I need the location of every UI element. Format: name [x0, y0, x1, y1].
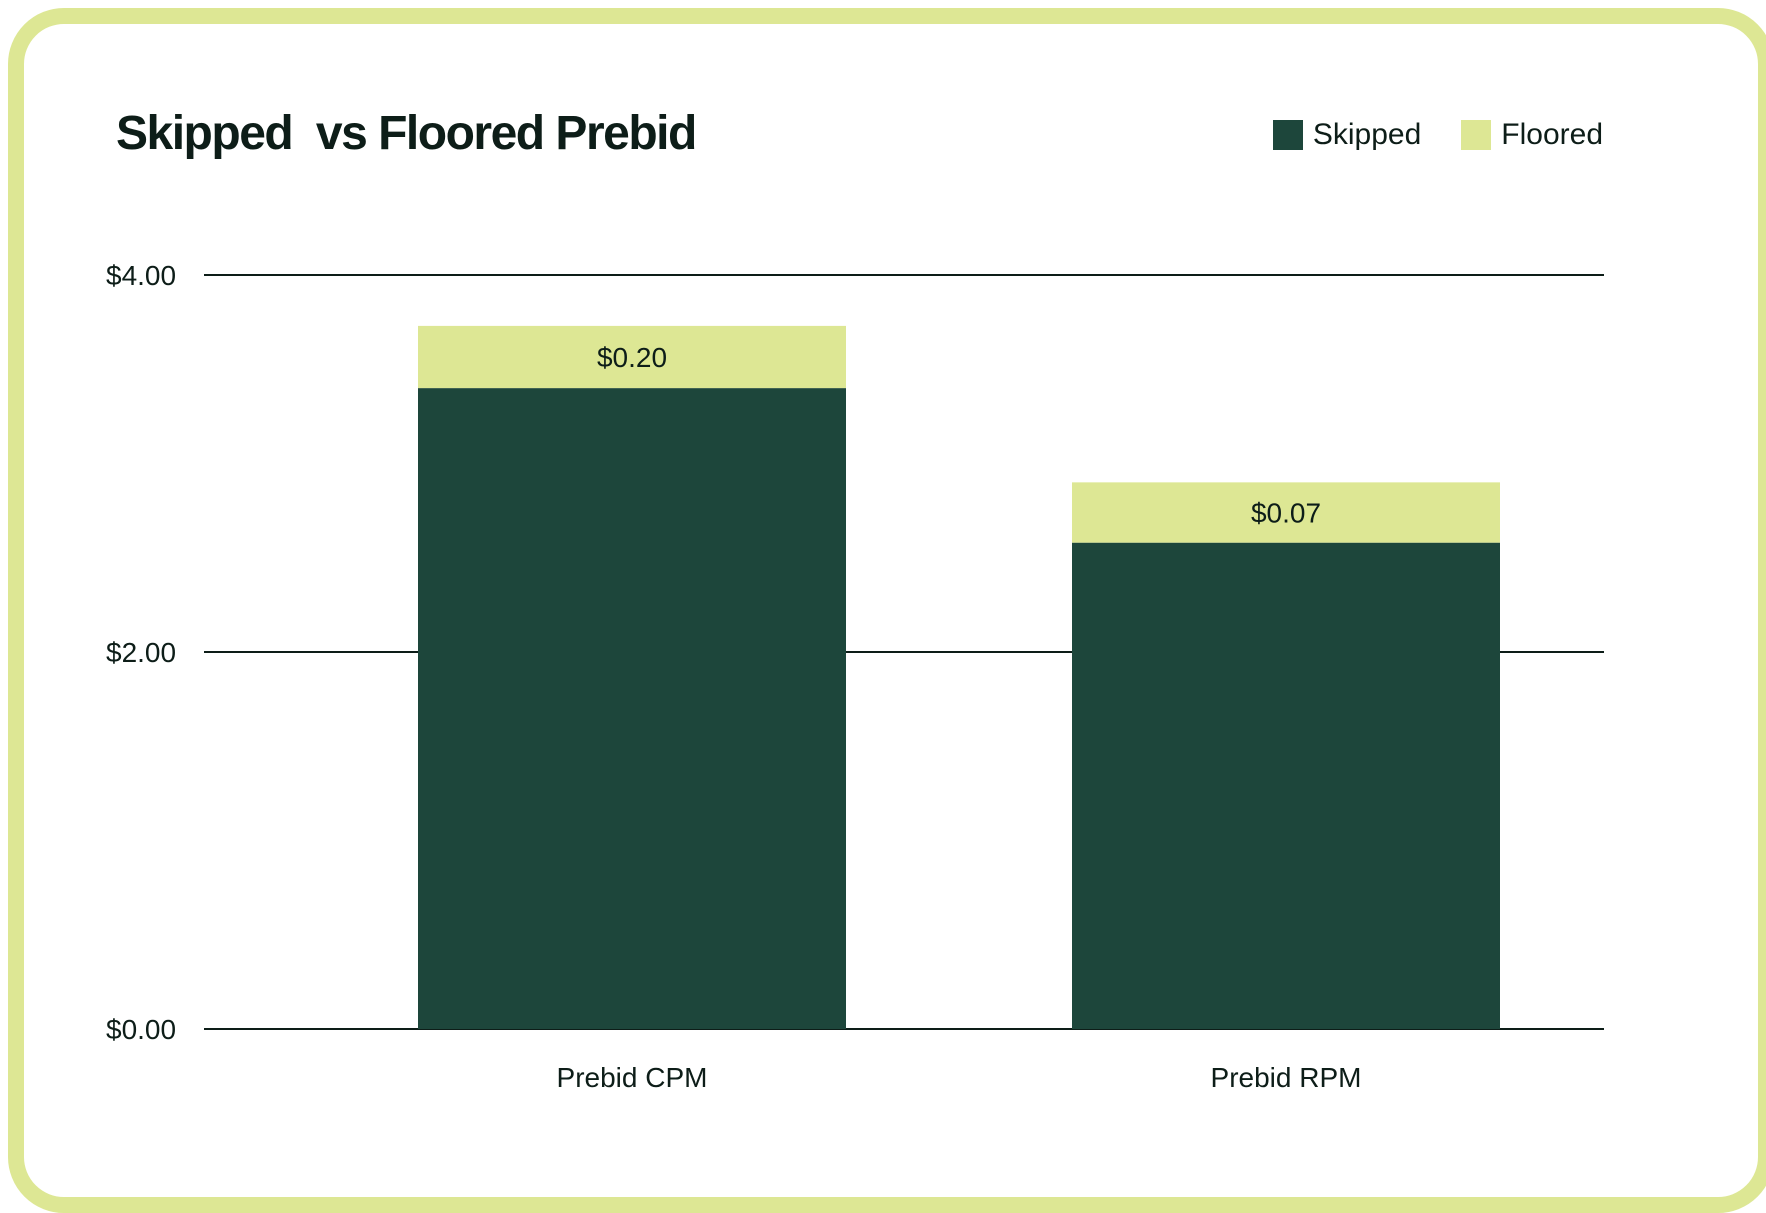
- data-label: $0.07: [1251, 498, 1321, 529]
- bar-skipped-0: [418, 388, 846, 1030]
- y-tick-label: $2.00: [106, 637, 176, 668]
- bar-skipped-1: [1072, 542, 1500, 1029]
- legend-swatch-floored: [1461, 120, 1492, 150]
- legend-swatch-skipped: [1272, 120, 1303, 150]
- x-tick-label: Prebid RPM: [1211, 1062, 1362, 1093]
- y-tick-label: $0.00: [106, 1014, 176, 1045]
- legend-label-skipped: Skipped: [1312, 118, 1422, 151]
- data-label: $0.20: [597, 342, 667, 373]
- x-tick-label: Prebid CPM: [557, 1062, 708, 1093]
- chart-title: Skipped vs Floored Prebid: [116, 107, 697, 160]
- legend-item-skipped: Skipped: [1272, 118, 1422, 152]
- y-tick-label: $4.00: [106, 260, 176, 291]
- bar-floored-1: [1072, 482, 1500, 543]
- legend-label-floored: Floored: [1501, 118, 1603, 151]
- legend-item-floored: Floored: [1461, 118, 1603, 152]
- bar-floored-0: [418, 325, 846, 389]
- chart-legend: Skipped Floored: [1272, 118, 1603, 152]
